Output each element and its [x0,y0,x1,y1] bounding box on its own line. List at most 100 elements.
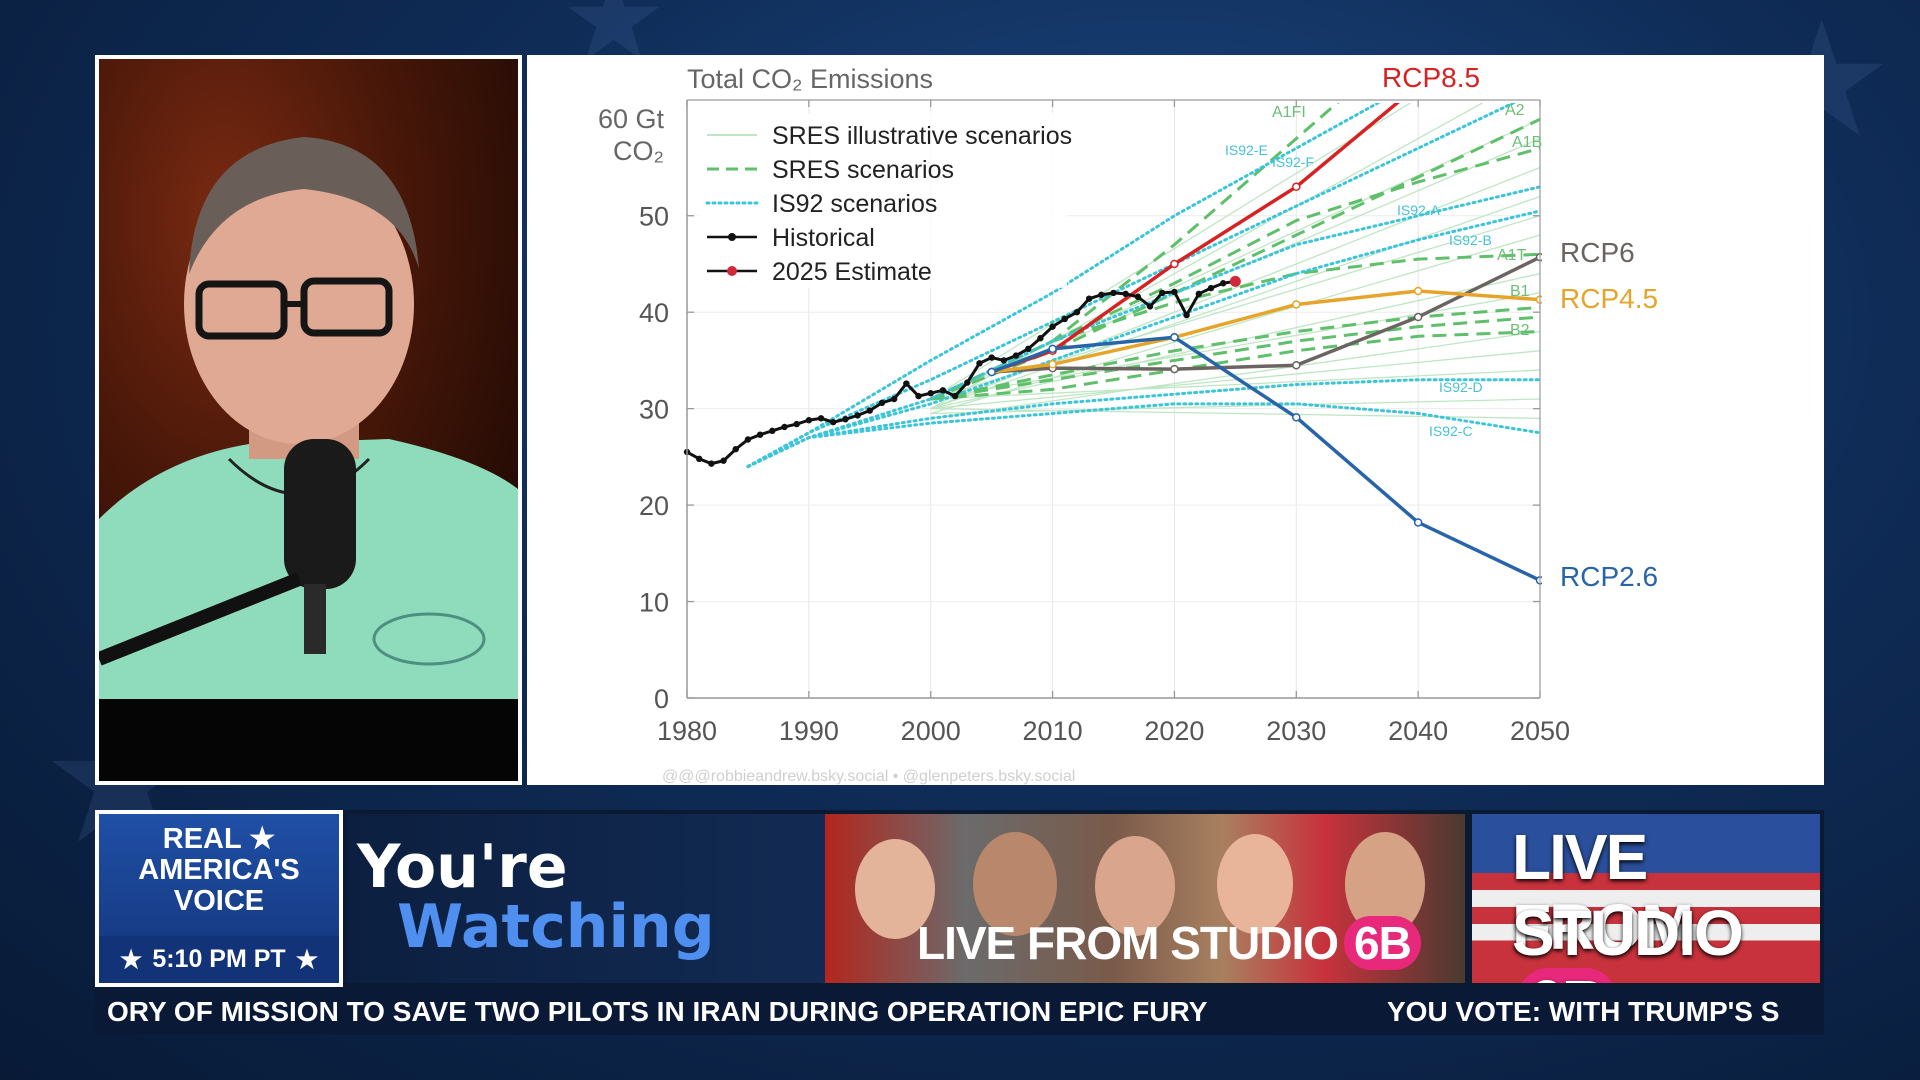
historical-point [878,399,886,407]
historical-point [939,387,947,394]
rcp-point [1413,312,1423,322]
y-axis-label-line-2: CO₂ [613,136,664,166]
logo-line-1: REAL ★ AMERICA'S [138,823,300,886]
rcp-label-rcp8-5: RCP8.5 [1382,62,1480,93]
is92-scenario-label: IS92-F [1272,154,1314,170]
historical-point [903,380,910,387]
logo-line-2: VOICE [173,885,265,917]
is92-scenario-line [746,402,1542,469]
historical-point [817,415,825,422]
rcp-point [1292,182,1301,192]
x-tick-label: 1990 [779,716,839,746]
historical-point [1073,308,1081,316]
is92-scenario-label: IS92-E [1225,142,1268,158]
historical-point [769,427,776,435]
x-tick-label: 2030 [1266,716,1326,746]
sres-illustrative-line [930,103,1412,400]
historical-point [964,379,971,386]
chart-credit: @@@robbieandrew.bsky.social • @glenpeter… [662,768,1075,785]
rcp-point [1170,259,1179,269]
historical-point [1195,290,1202,298]
logo-top: REAL ★ AMERICA'S VOICE [99,814,339,936]
chart-axes: 1980 1990 2000 2010 2020 2030 2040 205001020304… [639,99,1570,746]
historical-point [781,423,788,431]
youre-text: You're [357,832,568,902]
hosts-photo-montage [855,832,1425,939]
rcp-point [1292,300,1301,309]
studio-logo-badge: 6B [1518,968,1616,983]
show-hosts-strip: LIVE FROM STUDIO 6B [825,814,1465,983]
is92-scenario-label: IS92-B [1449,232,1492,248]
historical-point [854,412,861,419]
historical-point [695,455,703,462]
sres-scenario-label: B2 [1510,322,1530,339]
rcp-point [1048,360,1057,369]
logo-text: REAL ★ AMERICA'S VOICE [99,824,339,917]
sres-illustrative-line [930,330,1541,419]
youre-watching-panel: You're Watching [347,814,877,983]
legend-label: Historical [772,224,875,252]
rcp-point [987,367,996,377]
news-ticker: ORY OF MISSION TO SAVE TWO PILOTS IN IRA… [95,987,1824,1035]
rcp-point [1413,518,1423,527]
y-tick-label: 0 [654,684,669,714]
sres-scenario-label: A1T [1497,247,1527,264]
historical-point [805,417,813,424]
historical-point [1049,323,1056,330]
historical-point [1061,315,1068,323]
legend-label: SRES illustrative scenarios [772,122,1072,150]
rcp-point [1170,364,1179,374]
chart-legend: SRES illustrative scenarios SRES scenario… [697,113,1072,288]
is92-scenario-label: IS92-D [1439,379,1483,395]
co2-emissions-chart: 1980 1990 2000 2010 2020 2030 2040 205001020304… [598,62,1658,785]
star-icon: ★ [295,945,319,974]
rcp-label-rcp6: RCP6 [1560,237,1635,268]
rcp-point [1413,286,1423,296]
sres-scenario-line [930,305,1541,401]
historical-point [1207,284,1215,292]
sres-illustrative-line [930,234,1541,415]
historical-point [890,395,898,403]
chart-panel: 1980 1990 2000 2010 2020 2030 2040 2050 0 10 20 30 4… [527,55,1824,785]
rcp-label-rcp4-5: RCP4.5 [1560,283,1658,314]
show-badge: 6B [1344,916,1421,970]
watching-text: Watching [397,892,715,962]
y-tick-label: 50 [639,202,669,232]
x-tick-label: 2000 [901,716,961,746]
rcp-label-rcp2-6: RCP2.6 [1560,561,1658,592]
studio-logo-line-1: LIVE FROM [1512,821,1694,963]
host-video-image [99,137,518,699]
rcp-line-rcp6 [991,255,1541,374]
historical-point [1000,357,1008,364]
host-camera-feed [99,59,518,699]
legend-swatch-estimate-dot [727,266,737,276]
star-icon: ★ [119,945,143,974]
historical-point [976,360,983,367]
sres-illustrative-line [930,195,1541,410]
x-tick-label: 1980 [657,716,717,746]
historical-point [830,418,837,426]
host-camera-bottom-bar [99,699,518,781]
rcp-point [1170,333,1179,342]
historical-point [1146,303,1154,310]
historical-point [927,390,934,397]
historical-point [915,392,922,400]
sres-scenario-label: A1FI [1272,104,1306,121]
legend-label: IS92 scenarios [772,190,937,218]
historical-point [720,457,727,464]
historical-point [1012,352,1020,359]
historical-point [708,460,715,467]
y-axis-label-line-1: 60 Gt [598,104,665,134]
rcp-line-rcp4-5 [991,289,1541,374]
clock-time: 5:10 PM PT [152,945,286,973]
is92-scenario-label: IS92-C [1429,423,1473,439]
historical-point [842,416,849,423]
legend-swatch-historical-dot [728,233,736,241]
historical-point [1159,289,1166,297]
y-tick-label: 40 [639,298,669,328]
is92-scenario-line [746,209,1542,469]
historical-point [1110,289,1117,297]
